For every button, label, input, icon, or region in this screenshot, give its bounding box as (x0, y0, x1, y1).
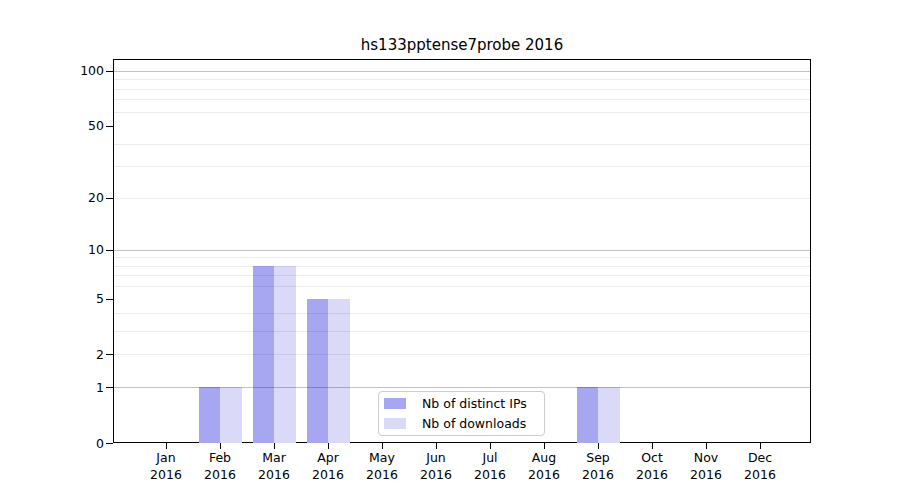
xtick-label-feb: Feb2016 (193, 450, 247, 483)
ytick-0 (106, 443, 113, 444)
ytick-label-1: 1 (44, 380, 104, 395)
xtick-sep (598, 443, 599, 449)
ytick-20 (106, 198, 113, 199)
ytick-label-2: 2 (44, 347, 104, 362)
ytick-label-100: 100 (44, 63, 104, 78)
legend-item-distinct-ips: Nb of distinct IPs (384, 396, 544, 412)
xtick-jul (490, 443, 491, 449)
ytick-2 (106, 354, 113, 355)
xtick-label-aug: Aug2016 (517, 450, 571, 483)
legend-label-distinct-ips: Nb of distinct IPs (422, 396, 527, 411)
ytick-50 (106, 126, 113, 127)
legend-label-downloads: Nb of downloads (422, 416, 526, 431)
xtick-may (382, 443, 383, 449)
plot-area (113, 59, 811, 443)
legend-swatch-distinct-ips (384, 398, 406, 409)
xtick-label-sep: Sep2016 (571, 450, 625, 483)
ytick-label-10: 10 (44, 242, 104, 257)
chart-title: hs133pptense7probe 2016 (113, 36, 811, 54)
xtick-label-jul: Jul2016 (463, 450, 517, 483)
xtick-label-jun: Jun2016 (409, 450, 463, 483)
legend-swatch-downloads (384, 418, 406, 429)
xtick-apr (328, 443, 329, 449)
xtick-jun (436, 443, 437, 449)
ytick-5 (106, 299, 113, 300)
legend: Nb of distinct IPs Nb of downloads (378, 391, 545, 436)
xtick-label-mar: Mar2016 (247, 450, 301, 483)
xtick-label-nov: Nov2016 (679, 450, 733, 483)
ytick-100 (106, 71, 113, 72)
xtick-aug (544, 443, 545, 449)
xtick-mar (274, 443, 275, 449)
ytick-1 (106, 387, 113, 388)
xtick-nov (706, 443, 707, 449)
ytick-label-50: 50 (44, 118, 104, 133)
figure: hs133pptense7probe 2016 Jan2016Feb2016Ma… (0, 0, 900, 500)
ytick-label-5: 5 (44, 291, 104, 306)
xtick-label-dec: Dec2016 (733, 450, 787, 483)
xtick-feb (220, 443, 221, 449)
xtick-oct (652, 443, 653, 449)
legend-item-downloads: Nb of downloads (384, 416, 544, 432)
xtick-label-oct: Oct2016 (625, 450, 679, 483)
xtick-jan (166, 443, 167, 449)
xtick-dec (760, 443, 761, 449)
xtick-label-jan: Jan2016 (139, 450, 193, 483)
xtick-label-may: May2016 (355, 450, 409, 483)
ytick-10 (106, 250, 113, 251)
ytick-label-0: 0 (44, 436, 104, 451)
ytick-label-20: 20 (44, 190, 104, 205)
xtick-label-apr: Apr2016 (301, 450, 355, 483)
